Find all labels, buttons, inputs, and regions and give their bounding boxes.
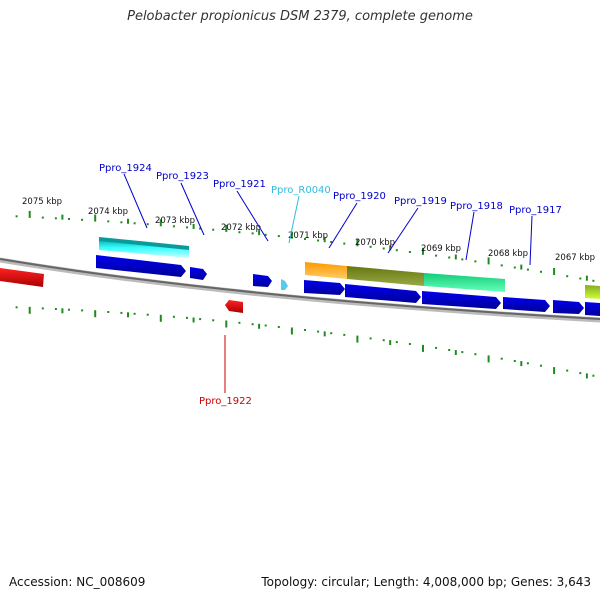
cds-ppro-1922[interactable] (225, 300, 243, 313)
cds-track-forward (96, 255, 600, 316)
feature-ppro-1920-orange (305, 262, 347, 279)
feature-ppro-1919-olive (347, 266, 424, 286)
gene-label-ppro-1921[interactable]: Ppro_1921 (213, 179, 266, 190)
gene-label-ppro-r0040[interactable]: Ppro_R0040 (271, 185, 331, 196)
scale-labels: 2075 kbp 2074 kbp 2073 kbp 2072 kbp 2071… (22, 197, 595, 263)
scale-label: 2067 kbp (555, 253, 595, 263)
leader-ppro-1923 (180, 182, 205, 236)
gene-label-ppro-1917[interactable]: Ppro_1917 (509, 205, 562, 216)
genome-backbone-core (0, 258, 600, 320)
leader-ppro-1921 (236, 190, 269, 242)
gene-labels: Ppro_1924 Ppro_1923 Ppro_1921 Ppro_R0040… (99, 163, 562, 407)
scale-label: 2075 kbp (22, 197, 62, 207)
cds-ppro-1923[interactable] (190, 267, 207, 280)
topology-text: Topology: circular; Length: 4,008,000 bp… (261, 575, 591, 589)
cds-ppro-1917[interactable] (503, 297, 550, 312)
scale-label: 2072 kbp (221, 223, 261, 233)
feature-ppro-1924-domain (99, 241, 189, 258)
leader-ppro-1919 (387, 207, 419, 254)
scale-label: 2070 kbp (355, 238, 395, 248)
gene-label-ppro-1919[interactable]: Ppro_1919 (394, 196, 447, 207)
feature-lime-right (585, 285, 600, 299)
feature-ppro-1918-green (424, 273, 505, 292)
inner-scale-ticks (15, 306, 595, 379)
gene-label-ppro-1920[interactable]: Ppro_1920 (333, 191, 386, 202)
cds-ppro-1920[interactable] (304, 280, 345, 295)
cds-right-1[interactable] (553, 300, 584, 314)
leader-ppro-1924 (123, 173, 148, 229)
gene-label-ppro-1924[interactable]: Ppro_1924 (99, 163, 152, 174)
scale-label: 2069 kbp (421, 244, 461, 254)
leader-ppro-1920 (328, 202, 358, 249)
cds-ppro-1924[interactable] (96, 255, 186, 277)
rna-ppro-r0040[interactable] (281, 279, 288, 290)
leader-ppro-1918 (465, 211, 475, 261)
gene-label-ppro-1922[interactable]: Ppro_1922 (199, 396, 252, 407)
leader-ppro-1917 (529, 215, 533, 266)
cds-ppro-1919[interactable] (345, 284, 421, 303)
track-reverse (0, 268, 243, 313)
cds-ppro-1918[interactable] (422, 291, 501, 309)
gene-label-ppro-1923[interactable]: Ppro_1923 (156, 171, 209, 182)
accession-text: Accession: NC_008609 (9, 575, 146, 589)
scale-label: 2073 kbp (155, 216, 195, 226)
feature-track-outer (99, 237, 600, 299)
scale-label: 2074 kbp (88, 207, 128, 217)
label-leaders (123, 173, 533, 393)
outer-scale-ticks (15, 210, 595, 282)
leader-ppro-r0040 (288, 195, 300, 244)
genome-title: Pelobacter propionicus DSM 2379, complet… (127, 9, 473, 24)
cds-right-2[interactable] (585, 302, 600, 316)
genome-backbone (0, 257, 600, 323)
scale-label: 2068 kbp (488, 249, 528, 259)
scale-label: 2071 kbp (288, 231, 328, 241)
rna-left-edge[interactable] (0, 268, 44, 287)
gene-label-ppro-1918[interactable]: Ppro_1918 (450, 201, 503, 212)
cds-ppro-1921[interactable] (253, 274, 272, 287)
